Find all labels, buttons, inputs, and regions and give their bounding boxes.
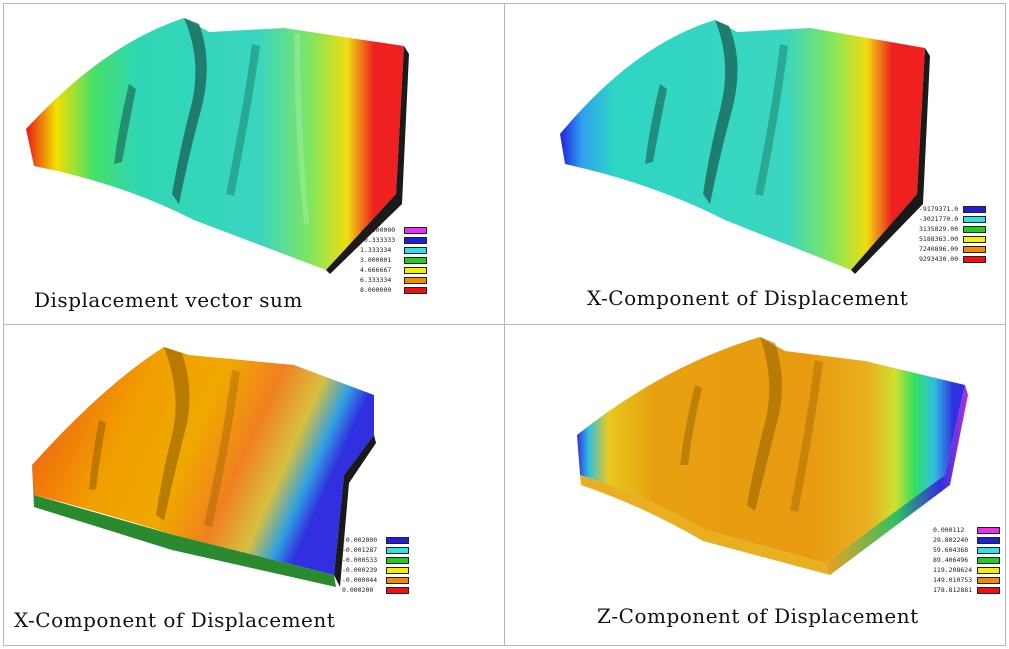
legend-label: 0.000200 [342,586,374,594]
legend-label: -2.000000 [360,226,396,234]
legend-swatch [386,566,409,574]
legend-row: 8.000000 [360,285,427,295]
legend-swatch [404,246,427,254]
legend-swatch [404,276,427,284]
legend-swatch [977,586,1000,594]
legend-row: -0.001287 [342,545,409,555]
legend-swatch [404,236,427,244]
legend-swatch [977,526,1000,534]
legend-swatch [977,536,1000,544]
legend-label: -0.001287 [342,546,378,554]
legend-swatch [386,556,409,564]
panel-z-component: 0.000112 29.802240 59.604368 89.406496 1… [505,325,1005,645]
legend-swatch [963,205,986,213]
legend-label: -0.000239 [342,566,378,574]
color-legend: -2.000000 -0.333333 1.333334 3.000001 4.… [360,225,427,295]
legend-label: 9293430.00 [919,255,959,263]
legend-row: 149.010753 [933,575,1000,585]
legend-label: 7240896.00 [919,245,959,253]
model-render-z-component [577,337,968,575]
legend-label: 8.000000 [360,286,392,294]
legend-label: 178.812881 [933,586,973,594]
legend-swatch [963,255,986,263]
legend-label: 3135829.00 [919,225,959,233]
legend-row: 5188363.00 [919,234,986,244]
legend-swatch [386,536,409,544]
panel-caption: Z-Component of Displacement [597,604,919,628]
legend-row: 89.406496 [933,555,1000,565]
model-render-vector-sum [26,18,409,274]
legend-row: 29.802240 [933,535,1000,545]
legend-swatch [404,286,427,294]
panel-caption: X-Component of Displacement [587,286,909,310]
legend-swatch [977,556,1000,564]
legend-row: 0.000200 [342,585,409,595]
legend-row: 3.000001 [360,255,427,265]
legend-row: 119.208624 [933,565,1000,575]
legend-row: -9179371.0 [919,204,986,214]
legend-row: 0.000112 [933,525,1000,535]
color-legend: -0.002000 -0.001287 -0.000533 -0.000239 … [342,535,409,595]
legend-swatch [386,546,409,554]
legend-label: -0.333333 [360,236,396,244]
legend-swatch [963,215,986,223]
panel-displacement-vector-sum: -2.000000 -0.333333 1.333334 3.000001 4.… [4,4,504,324]
legend-label: 89.406496 [933,556,969,564]
legend-row: -0.002000 [342,535,409,545]
legend-swatch [404,256,427,264]
legend-row: -2.000000 [360,225,427,235]
legend-label: 5188363.00 [919,235,959,243]
color-legend: 0.000112 29.802240 59.604368 89.406496 1… [933,525,1000,595]
model-render-x-component-small [32,347,376,587]
legend-row: 4.666667 [360,265,427,275]
legend-swatch [963,245,986,253]
legend-label: -9179371.0 [919,205,959,213]
panel-x-component-bottom: -0.002000 -0.001287 -0.000533 -0.000239 … [4,325,504,645]
legend-row: 7240896.00 [919,244,986,254]
legend-row: -0.000044 [342,575,409,585]
legend-row: -0.000533 [342,555,409,565]
legend-row: -0.000239 [342,565,409,575]
legend-swatch [386,586,409,594]
legend-row: 59.604368 [933,545,1000,555]
legend-row: 178.812881 [933,585,1000,595]
legend-row: 9293430.00 [919,254,986,264]
panel-caption: Displacement vector sum [34,288,303,312]
legend-swatch [404,226,427,234]
legend-swatch [977,566,1000,574]
legend-label: 119.208624 [933,566,973,574]
legend-swatch [404,266,427,274]
legend-label: -3021770.0 [919,215,959,223]
color-legend: -9179371.0 -3021770.0 3135829.00 5188363… [919,204,986,264]
panel-caption: X-Component of Displacement [14,608,336,632]
legend-label: 29.802240 [933,536,969,544]
legend-row: -0.333333 [360,235,427,245]
legend-row: 1.333334 [360,245,427,255]
legend-label: 149.010753 [933,576,973,584]
legend-row: 6.333334 [360,275,427,285]
legend-swatch [977,576,1000,584]
legend-label: -0.000533 [342,556,378,564]
legend-label: 4.666667 [360,266,392,274]
legend-swatch [977,546,1000,554]
legend-swatch [963,235,986,243]
legend-row: -3021770.0 [919,214,986,224]
legend-swatch [386,576,409,584]
legend-label: 0.000112 [933,526,965,534]
legend-label: 1.333334 [360,246,392,254]
legend-label: -0.002000 [342,536,378,544]
model-render-x-component [560,20,930,274]
panel-divider-vertical [504,3,505,646]
legend-label: 3.000001 [360,256,392,264]
legend-label: 6.333334 [360,276,392,284]
legend-row: 3135829.00 [919,224,986,234]
panel-x-component-top: -9179371.0 -3021770.0 3135829.00 5188363… [505,4,1005,324]
legend-swatch [963,225,986,233]
legend-label: -0.000044 [342,576,378,584]
legend-label: 59.604368 [933,546,969,554]
